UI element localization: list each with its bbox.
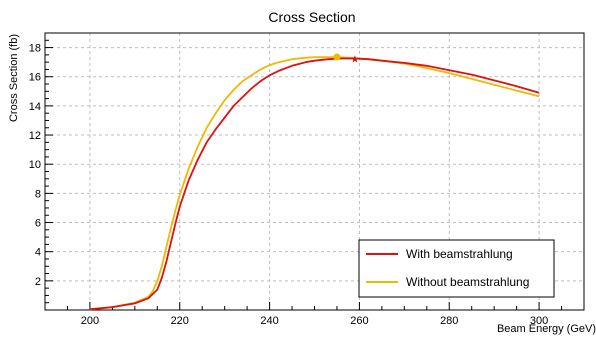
y-tick-label: 14 [29,101,41,113]
legend-label-with-beamstrahlung: With beamstrahlung [406,247,513,261]
y-tick-label: 10 [29,159,41,171]
y-tick-label: 16 [29,72,41,84]
y-tick-label: 4 [35,247,41,259]
y-tick-label: 8 [35,188,41,200]
y-axis-title: Cross Section (fb) [8,34,20,122]
x-tick-label: 260 [350,315,368,327]
legend-label-without-beamstrahlung: Without beamstrahlung [406,275,529,289]
x-axis-title: Beam Energy (GeV) [497,323,596,335]
legend: With beamstrahlung Without beamstrahlung [359,240,554,297]
x-tick-label: 220 [171,315,189,327]
y-tick-label: 6 [35,218,41,230]
y-tick-label: 12 [29,130,41,142]
chart-title: Cross Section [268,9,355,25]
x-tick-label: 200 [81,315,99,327]
y-tick-label: 18 [29,43,41,55]
x-tick-label: 240 [260,315,278,327]
peak-marker-without-beamstrahlung [333,54,340,61]
x-tick-label: 280 [440,315,458,327]
y-tick-label: 2 [35,276,41,288]
peak-marker-with-beamstrahlung [351,55,359,62]
